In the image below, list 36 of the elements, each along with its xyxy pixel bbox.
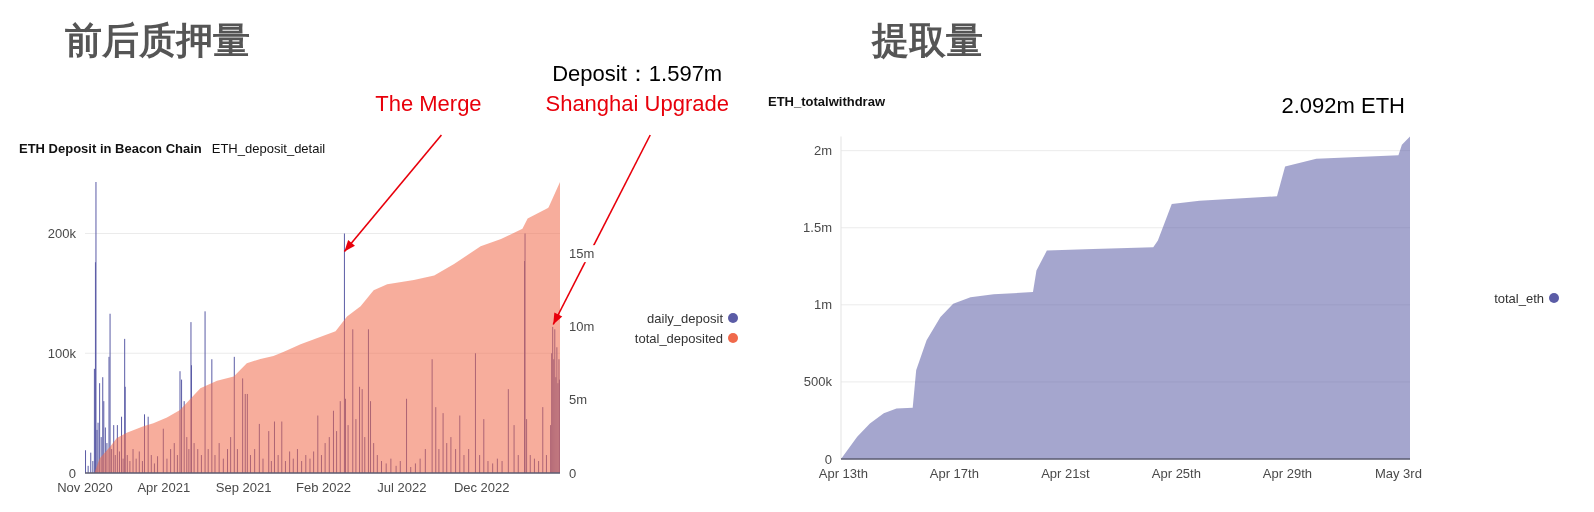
annotation: The Merge <box>375 91 482 116</box>
legend-label: total_deposited <box>634 330 723 346</box>
x-tick-label: Nov 2020 <box>57 480 113 495</box>
y-tick-label: 0 <box>824 451 832 467</box>
y-tick-label: 0 <box>68 465 76 481</box>
x-tick-label: Sep 2021 <box>215 480 272 495</box>
x-tick-label: Apr 2021 <box>137 480 191 495</box>
y2-tick-label: 10m <box>569 319 595 335</box>
chart-subtitle: ETH_totalwithdraw <box>768 94 886 109</box>
y-tick-label: 500k <box>803 374 833 390</box>
x-tick-label: May 3rd <box>1374 466 1422 481</box>
x-tick-label: Apr 13th <box>818 466 868 481</box>
y2-tick-label: 5m <box>569 392 588 408</box>
annotation: 2.092m ETH <box>1281 93 1405 118</box>
y2-tick-label: 15m <box>569 246 595 262</box>
chart-title: 前后质押量 <box>65 19 250 62</box>
text: ETH_deposit_detail <box>211 141 326 156</box>
y2-tick-label: 0 <box>569 465 577 481</box>
y-tick-label: 1.5m <box>803 220 832 236</box>
x-tick-label: Apr 21st <box>1041 466 1090 481</box>
y-tick-label: 2m <box>813 143 832 159</box>
legend-label: daily_deposit <box>647 310 724 326</box>
y-tick-label: 200k <box>47 225 77 241</box>
annotation: Shanghai Upgrade <box>545 91 729 116</box>
x-tick-label: Feb 2022 <box>296 480 352 495</box>
x-tick-label: Apr 25th <box>1151 466 1201 481</box>
y-tick-label: 1m <box>813 297 832 313</box>
x-tick-label: Apr 29th <box>1262 466 1312 481</box>
text: Deposit：1.597m <box>552 61 723 86</box>
x-tick-label: Jul 2022 <box>377 480 427 495</box>
y-tick-label: 100k <box>47 345 77 361</box>
x-tick-label: Apr 17th <box>929 466 979 481</box>
legend-label: total_eth <box>1494 290 1544 306</box>
chart-title: 提取量 <box>871 19 983 62</box>
chart-subtitle: ETH Deposit in Beacon Chain <box>19 141 202 156</box>
x-tick-label: Dec 2022 <box>453 480 510 495</box>
